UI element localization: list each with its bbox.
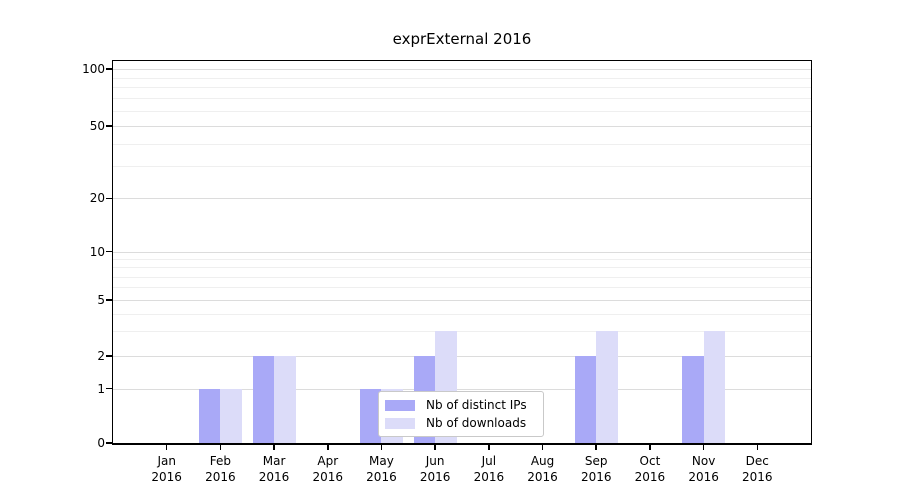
major-gridline bbox=[113, 300, 811, 301]
legend-swatch-downloads bbox=[385, 417, 415, 429]
bar-downloads bbox=[703, 331, 726, 443]
major-gridline bbox=[113, 69, 811, 70]
minor-gridline bbox=[113, 143, 811, 145]
x-tick-label-year: 2016 bbox=[527, 470, 558, 484]
x-tick-label-year: 2016 bbox=[205, 470, 236, 484]
bar-downloads bbox=[220, 388, 242, 443]
bar-distinct-ips bbox=[198, 388, 221, 443]
y-tick-label: 0 bbox=[97, 436, 105, 450]
chart-title: exprExternal 2016 bbox=[392, 30, 532, 48]
minor-gridline bbox=[113, 166, 811, 168]
x-tick-label-month: Dec bbox=[745, 454, 769, 468]
bar-distinct-ips bbox=[682, 356, 704, 443]
legend-box: Nb of distinct IPs Nb of downloads bbox=[378, 391, 544, 437]
legend-row-downloads: Nb of downloads bbox=[385, 415, 537, 431]
y-tick-mark bbox=[106, 387, 112, 390]
x-tick-mark bbox=[165, 445, 168, 450]
x-tick-mark bbox=[219, 445, 222, 450]
x-tick-label-month: Jul bbox=[481, 454, 497, 468]
y-tick-mark bbox=[106, 250, 112, 253]
x-tick-mark bbox=[595, 445, 597, 450]
x-tick-label-year: 2016 bbox=[688, 470, 719, 484]
bar-downloads bbox=[596, 331, 618, 443]
major-gridline bbox=[113, 198, 811, 200]
x-tick-mark bbox=[756, 445, 759, 450]
x-tick-mark bbox=[649, 445, 651, 450]
x-tick-label-year: 2016 bbox=[742, 470, 773, 484]
x-tick-mark bbox=[541, 445, 544, 450]
bar-distinct-ips bbox=[574, 356, 597, 443]
x-tick-label-month: Nov bbox=[691, 454, 716, 468]
major-gridline bbox=[113, 251, 811, 253]
minor-gridline bbox=[113, 111, 811, 112]
plot-area bbox=[112, 60, 812, 445]
y-tick-label: 20 bbox=[89, 191, 105, 206]
x-tick-mark bbox=[327, 445, 329, 450]
bar-downloads bbox=[274, 356, 296, 443]
y-tick-label: 100 bbox=[82, 62, 105, 76]
x-tick-label-month: Jun bbox=[425, 454, 445, 468]
x-tick-label-year: 2016 bbox=[258, 470, 290, 484]
major-gridline bbox=[113, 356, 811, 357]
x-tick-label-month: Oct bbox=[639, 454, 661, 468]
minor-gridline bbox=[113, 287, 811, 289]
x-tick-label-year: 2016 bbox=[473, 470, 505, 484]
x-tick-label-year: 2016 bbox=[151, 470, 182, 484]
x-tick-mark bbox=[380, 445, 383, 450]
x-tick-label-year: 2016 bbox=[312, 470, 344, 484]
x-tick-mark bbox=[702, 445, 705, 450]
minor-gridline bbox=[113, 77, 811, 79]
bar-distinct-ips bbox=[252, 356, 275, 443]
y-tick-label: 10 bbox=[89, 244, 105, 259]
x-tick-label-month: Mar bbox=[262, 454, 286, 468]
y-tick-mark bbox=[106, 355, 112, 357]
minor-gridline bbox=[113, 87, 811, 89]
y-tick-label: 2 bbox=[97, 349, 105, 363]
x-tick-label-year: 2016 bbox=[366, 470, 397, 484]
y-tick-mark bbox=[106, 68, 112, 70]
minor-gridline bbox=[113, 313, 811, 315]
bar-distinct-ips bbox=[359, 388, 382, 443]
y-tick-mark bbox=[106, 299, 112, 301]
x-tick-label-year: 2016 bbox=[580, 470, 612, 484]
x-tick-mark bbox=[273, 445, 275, 450]
y-tick-mark bbox=[106, 197, 112, 200]
x-tick-label-year: 2016 bbox=[634, 470, 666, 484]
minor-gridline bbox=[113, 98, 811, 100]
x-tick-label-month: Jan bbox=[157, 454, 176, 468]
x-tick-mark bbox=[488, 445, 490, 450]
y-tick-label: 5 bbox=[97, 293, 105, 307]
x-tick-label-month: Sep bbox=[584, 454, 608, 468]
y-tick-mark bbox=[106, 442, 112, 444]
x-tick-label-month: Feb bbox=[209, 454, 231, 468]
legend-label-distinct-ips: Nb of distinct IPs bbox=[426, 398, 527, 412]
y-tick-label: 50 bbox=[89, 119, 105, 133]
minor-gridline bbox=[113, 276, 811, 278]
legend-swatch-distinct-ips bbox=[385, 399, 415, 411]
x-tick-label-month: May bbox=[369, 454, 394, 468]
y-tick-mark bbox=[106, 125, 112, 127]
minor-gridline bbox=[113, 267, 811, 269]
y-tick-label: 1 bbox=[97, 381, 105, 396]
x-tick-mark bbox=[434, 445, 436, 450]
x-tick-label-month: Aug bbox=[530, 454, 555, 468]
x-tick-label-year: 2016 bbox=[419, 470, 451, 484]
legend-row-distinct-ips: Nb of distinct IPs bbox=[385, 397, 537, 413]
major-gridline bbox=[113, 126, 811, 127]
major-gridline bbox=[113, 388, 811, 390]
x-tick-label-month: Apr bbox=[317, 454, 339, 468]
minor-gridline bbox=[113, 259, 811, 261]
minor-gridline bbox=[113, 331, 811, 333]
legend-label-downloads: Nb of downloads bbox=[426, 416, 527, 430]
